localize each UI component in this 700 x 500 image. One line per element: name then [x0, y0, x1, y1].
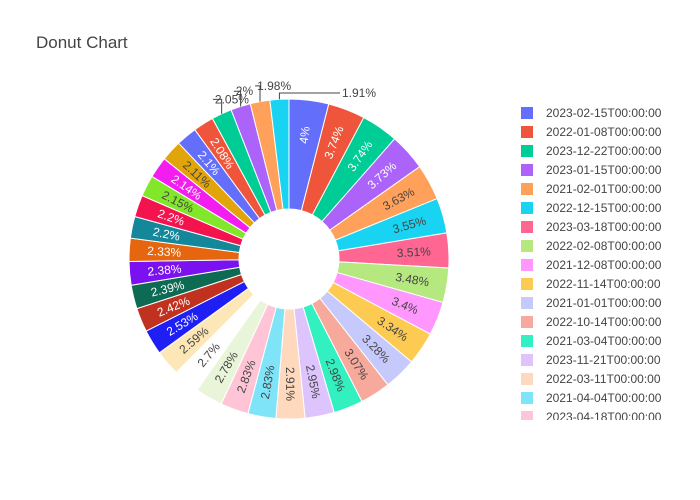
legend-swatch	[521, 107, 533, 119]
legend-label: 2023-01-15T00:00:00	[546, 163, 662, 177]
legend-label: 2022-02-08T00:00:00	[546, 239, 662, 253]
slice-label: 2.91%	[283, 367, 297, 401]
slice-label: 4%	[297, 125, 313, 144]
legend-item[interactable]: 2023-02-15T00:00:00	[521, 106, 662, 120]
legend-item[interactable]: 2022-01-08T00:00:00	[521, 125, 662, 139]
legend-swatch	[521, 392, 533, 404]
donut-slice[interactable]	[269, 98, 290, 210]
legend-label: 2021-02-01T00:00:00	[546, 182, 662, 196]
slice-label: 1.91%	[342, 86, 376, 100]
legend-item[interactable]: 2022-02-08T00:00:00	[521, 239, 662, 253]
chart-title: Donut Chart	[36, 33, 128, 52]
legend-item[interactable]: 2023-04-18T00:00:00	[521, 410, 662, 424]
legend-label: 2021-12-08T00:00:00	[546, 258, 662, 272]
legend-item[interactable]: 2022-03-11T00:00:00	[521, 372, 661, 386]
legend-label: 2022-12-15T00:00:00	[546, 201, 662, 215]
legend-swatch	[521, 240, 533, 252]
legend-swatch	[521, 373, 533, 385]
legend-item[interactable]: 2022-11-14T00:00:00	[521, 277, 661, 291]
legend-label: 2023-03-18T00:00:00	[546, 220, 662, 234]
legend-item[interactable]: 2021-04-04T00:00:00	[521, 391, 662, 405]
legend-item[interactable]: 2022-10-14T00:00:00	[521, 315, 662, 329]
legend-item[interactable]: 2023-01-15T00:00:00	[521, 163, 662, 177]
slice-label: 2.83%	[258, 364, 278, 400]
legend-item[interactable]: 2021-02-01T00:00:00	[521, 182, 662, 196]
legend-swatch	[521, 278, 533, 290]
legend-swatch	[521, 335, 533, 347]
legend-label: 2021-03-04T00:00:00	[546, 334, 662, 348]
legend-label: 2022-10-14T00:00:00	[546, 315, 662, 329]
legend-label: 2023-11-21T00:00:00	[546, 353, 661, 367]
label-leader-line	[278, 92, 340, 100]
legend-swatch	[521, 164, 533, 176]
legend-label: 2022-03-11T00:00:00	[546, 372, 661, 386]
legend-label: 2022-01-08T00:00:00	[546, 125, 662, 139]
legend-swatch	[521, 221, 533, 233]
slice-label: 2.38%	[147, 262, 182, 279]
legend-item[interactable]: 2023-11-21T00:00:00	[521, 353, 661, 367]
slice-label: 1.98%	[257, 79, 291, 93]
slice-label: 2.33%	[147, 244, 182, 260]
legend-label: 2023-02-15T00:00:00	[546, 106, 662, 120]
legend: 2023-02-15T00:00:00 2022-01-08T00:00:00 20…	[521, 106, 662, 424]
legend-swatch	[521, 354, 533, 366]
legend-label: 2022-11-14T00:00:00	[546, 277, 661, 291]
legend-label: 2023-12-22T00:00:00	[546, 144, 662, 158]
slice-label: 3.51%	[396, 244, 431, 260]
legend-item[interactable]: 2021-12-08T00:00:00	[521, 258, 662, 272]
legend-item[interactable]: 2023-03-18T00:00:00	[521, 220, 662, 234]
label-leader-line	[233, 90, 242, 107]
legend-item[interactable]: 2022-12-15T00:00:00	[521, 201, 662, 215]
legend-label: 2021-04-04T00:00:00	[546, 391, 662, 405]
label-leader-line	[255, 85, 261, 102]
legend-swatch	[521, 145, 533, 157]
slice-label: 2.95%	[303, 364, 323, 400]
legend-item[interactable]: 2023-12-22T00:00:00	[521, 144, 662, 158]
legend-swatch	[521, 183, 533, 195]
legend-swatch	[521, 316, 533, 328]
slice-label: 3.48%	[394, 270, 430, 289]
legend-swatch	[521, 259, 533, 271]
slice-label: 2.2%	[152, 225, 182, 244]
legend-swatch	[521, 297, 533, 309]
legend-item[interactable]: 2021-03-04T00:00:00	[521, 334, 662, 348]
legend-swatch	[521, 126, 533, 138]
label-leader-line	[212, 98, 223, 114]
legend-item[interactable]: 2021-01-01T00:00:00	[521, 296, 662, 310]
slice-label: 2%	[236, 84, 254, 98]
legend-label: 2023-04-18T00:00:00	[546, 410, 662, 424]
donut-slices	[128, 98, 450, 420]
legend-label: 2021-01-01T00:00:00	[546, 296, 662, 310]
legend-swatch	[521, 202, 533, 214]
legend-swatch	[521, 411, 533, 420]
